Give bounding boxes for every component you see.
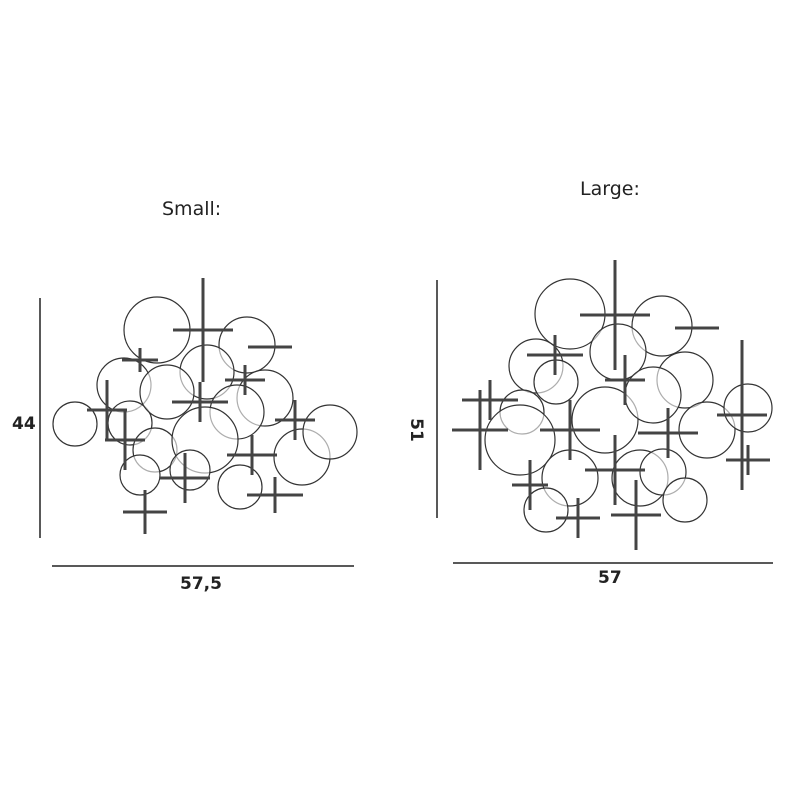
glass-globe — [523, 487, 569, 533]
glass-globe — [484, 404, 556, 476]
glass-globe — [571, 386, 639, 454]
small-height-label: 44 — [12, 414, 36, 434]
small-lamp-drawing — [52, 278, 358, 534]
glass-globe — [624, 366, 682, 424]
small-title: Small: — [162, 198, 222, 220]
glass-globe — [169, 449, 211, 491]
glass-globe — [631, 295, 693, 357]
glass-globe — [723, 383, 773, 433]
large-lamp-drawing — [452, 260, 773, 550]
large-width-label: 57 — [598, 568, 622, 588]
small-width-label: 57,5 — [180, 574, 222, 594]
glass-globe — [119, 454, 161, 496]
glass-globe — [139, 364, 195, 420]
glass-globe — [217, 464, 263, 510]
large-title: Large: — [580, 178, 640, 200]
glass-globe — [302, 404, 358, 460]
glass-globe — [52, 401, 98, 447]
glass-globe — [662, 477, 708, 523]
